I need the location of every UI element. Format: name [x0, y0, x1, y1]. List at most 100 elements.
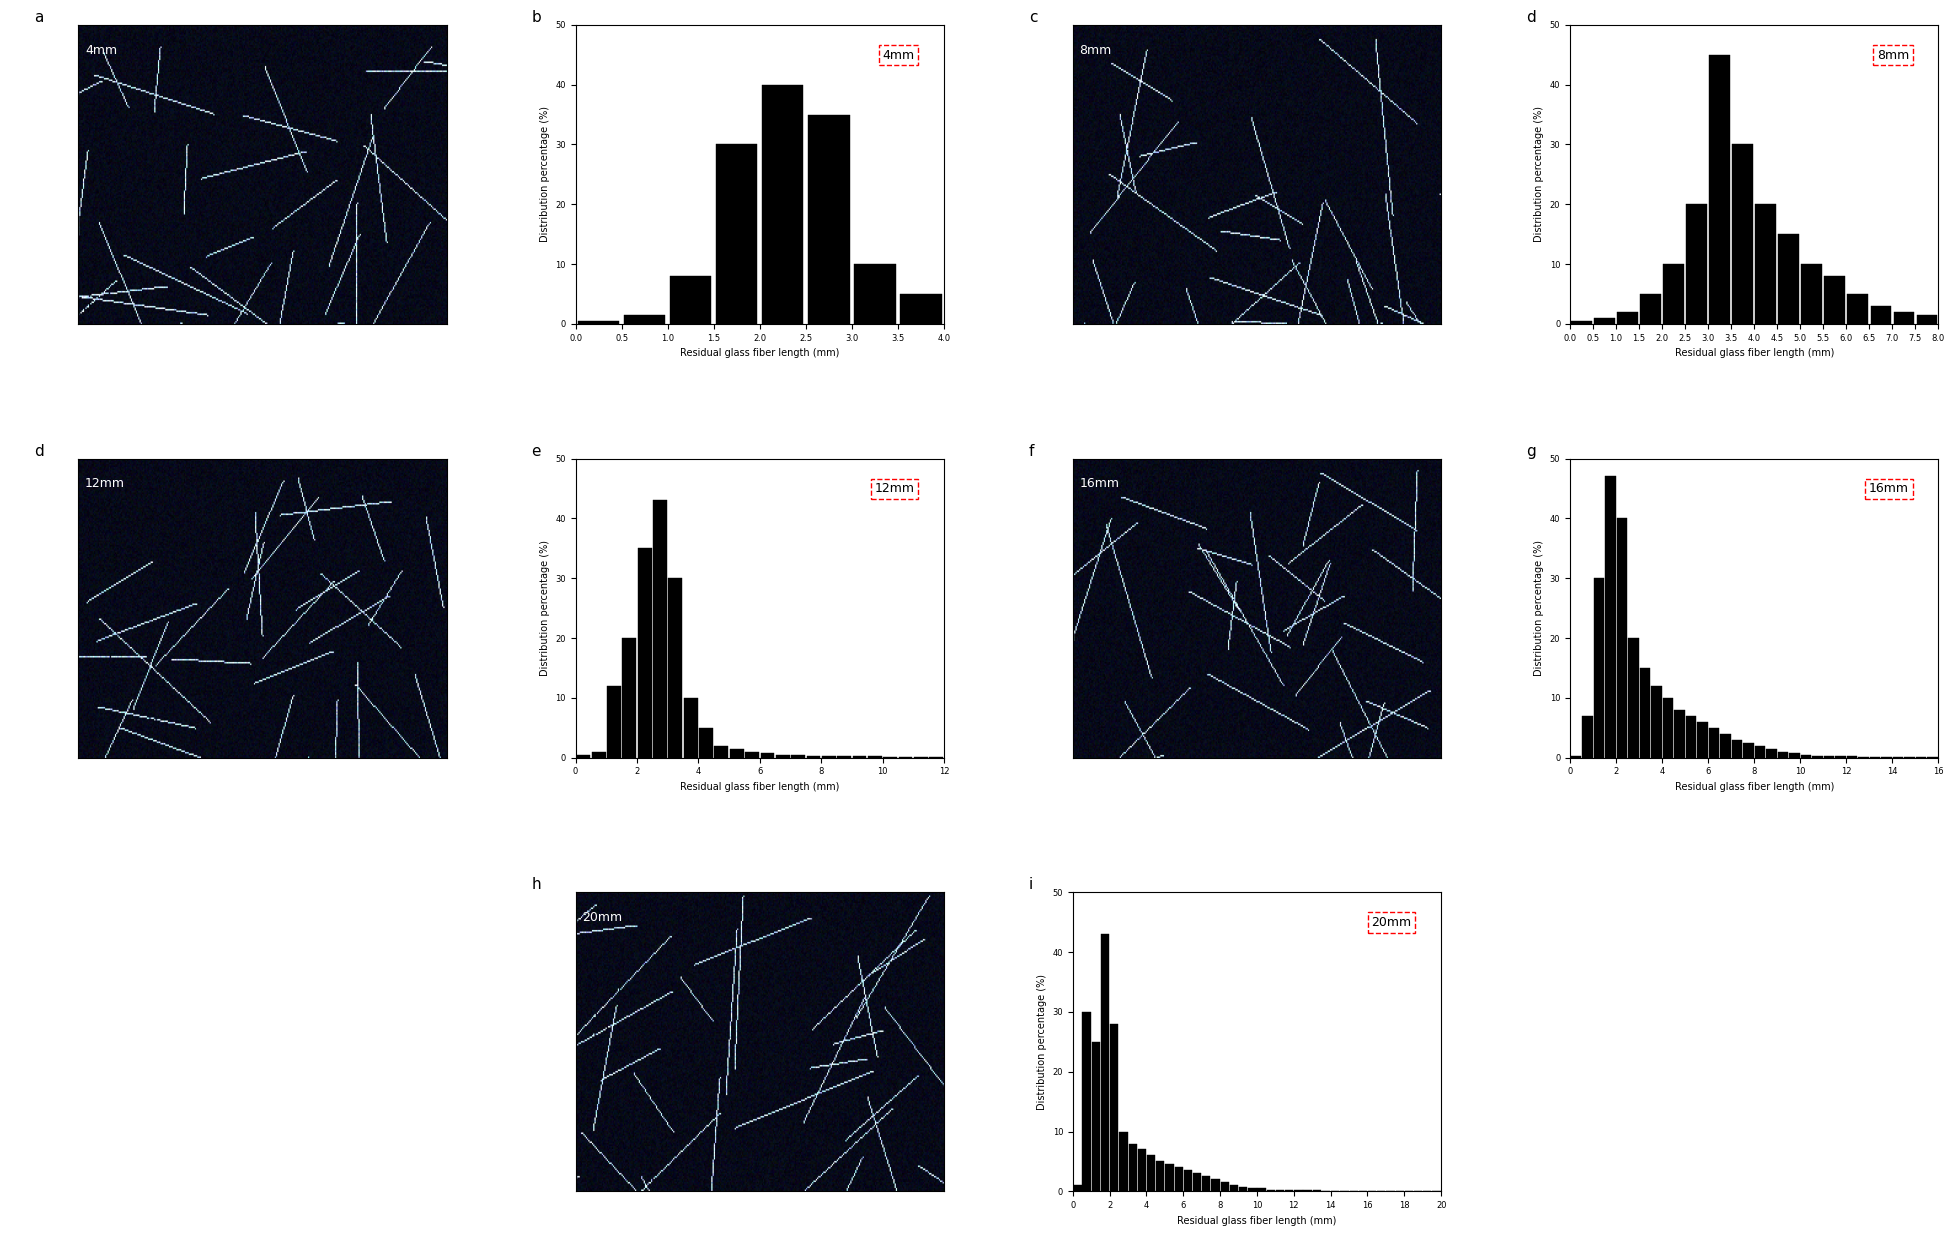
Bar	[775, 755, 789, 758]
X-axis label: Residual glass fiber length (mm): Residual glass fiber length (mm)	[679, 349, 840, 359]
Y-axis label: Distribution percentage (%): Distribution percentage (%)	[540, 107, 550, 242]
Bar	[1155, 1162, 1164, 1191]
Text: 16mm: 16mm	[1078, 478, 1119, 490]
Text: d: d	[1525, 10, 1534, 25]
Bar	[1720, 733, 1730, 758]
Text: b: b	[530, 10, 540, 25]
Text: 16mm: 16mm	[1869, 483, 1908, 495]
Bar	[1685, 716, 1695, 758]
Text: i: i	[1027, 877, 1033, 892]
Bar	[1755, 205, 1775, 324]
Bar	[822, 756, 836, 758]
Bar	[1640, 294, 1660, 324]
Bar	[1638, 668, 1650, 758]
Text: a: a	[33, 10, 43, 25]
Text: 4mm: 4mm	[84, 43, 117, 57]
Text: 20mm: 20mm	[581, 911, 622, 925]
Bar	[746, 752, 759, 758]
Bar	[1266, 1190, 1274, 1191]
Bar	[1708, 727, 1718, 758]
Y-axis label: Distribution percentage (%): Distribution percentage (%)	[1534, 107, 1544, 242]
Bar	[1777, 235, 1798, 324]
Text: f: f	[1027, 443, 1033, 459]
Bar	[1916, 315, 1935, 324]
Bar	[1661, 264, 1683, 324]
Bar	[853, 264, 894, 324]
X-axis label: Residual glass fiber length (mm): Residual glass fiber length (mm)	[1673, 349, 1834, 359]
Bar	[638, 549, 652, 758]
Text: 12mm: 12mm	[875, 483, 914, 495]
Bar	[591, 752, 605, 758]
Bar	[791, 755, 804, 758]
Bar	[575, 755, 589, 758]
Bar	[1824, 756, 1834, 758]
Bar	[1605, 477, 1615, 758]
Bar	[1697, 722, 1707, 758]
Bar	[1239, 1186, 1247, 1191]
Bar	[1869, 307, 1890, 324]
Bar	[1661, 697, 1671, 758]
Bar	[714, 746, 728, 758]
Bar	[716, 144, 757, 324]
Bar	[699, 727, 712, 758]
X-axis label: Residual glass fiber length (mm): Residual glass fiber length (mm)	[1673, 782, 1834, 792]
Bar	[1100, 934, 1108, 1191]
Text: 12mm: 12mm	[84, 478, 125, 490]
Bar	[1174, 1168, 1182, 1191]
Bar	[730, 748, 744, 758]
Bar	[1616, 519, 1626, 758]
Text: c: c	[1027, 10, 1037, 25]
Bar	[1742, 742, 1753, 758]
Text: d: d	[33, 443, 43, 459]
Bar	[1685, 205, 1707, 324]
Bar	[622, 638, 636, 758]
Bar	[683, 697, 697, 758]
Y-axis label: Distribution percentage (%): Distribution percentage (%)	[1534, 540, 1544, 676]
Bar	[759, 753, 773, 758]
Bar	[1581, 716, 1591, 758]
Text: 4mm: 4mm	[883, 48, 914, 62]
Y-axis label: Distribution percentage (%): Distribution percentage (%)	[1037, 974, 1047, 1109]
Bar	[1673, 710, 1683, 758]
Bar	[1800, 264, 1822, 324]
Bar	[1732, 144, 1752, 324]
Bar	[1192, 1174, 1202, 1191]
Bar	[1202, 1176, 1209, 1191]
Text: g: g	[1525, 443, 1534, 459]
Bar	[1211, 1179, 1219, 1191]
Bar	[1072, 1185, 1080, 1191]
Bar	[1219, 1183, 1229, 1191]
Bar	[1284, 1190, 1294, 1191]
Bar	[1127, 1143, 1137, 1191]
Bar	[1650, 686, 1661, 758]
Bar	[1593, 578, 1603, 758]
Bar	[1628, 638, 1638, 758]
Bar	[1824, 276, 1843, 324]
Bar	[1184, 1170, 1192, 1191]
Bar	[667, 578, 681, 758]
Bar	[1092, 1041, 1100, 1191]
Text: h: h	[530, 877, 540, 892]
Bar	[1229, 1185, 1237, 1191]
Bar	[1249, 1189, 1256, 1191]
Bar	[1812, 756, 1822, 758]
Bar	[624, 315, 665, 324]
Text: 8mm: 8mm	[1875, 48, 1908, 62]
Bar	[1570, 321, 1591, 324]
Bar	[806, 756, 820, 758]
X-axis label: Residual glass fiber length (mm): Residual glass fiber length (mm)	[1176, 1216, 1337, 1226]
Bar	[1789, 753, 1798, 758]
Bar	[1137, 1149, 1145, 1191]
Text: e: e	[530, 443, 540, 459]
Text: 20mm: 20mm	[1370, 916, 1411, 930]
Bar	[900, 294, 941, 324]
Bar	[1765, 748, 1775, 758]
Bar	[1110, 1024, 1117, 1191]
Bar	[1730, 740, 1742, 758]
Bar	[1082, 1011, 1090, 1191]
Bar	[1753, 746, 1765, 758]
Bar	[1593, 318, 1615, 324]
Bar	[577, 321, 618, 324]
Bar	[1276, 1190, 1284, 1191]
Bar	[808, 114, 849, 324]
